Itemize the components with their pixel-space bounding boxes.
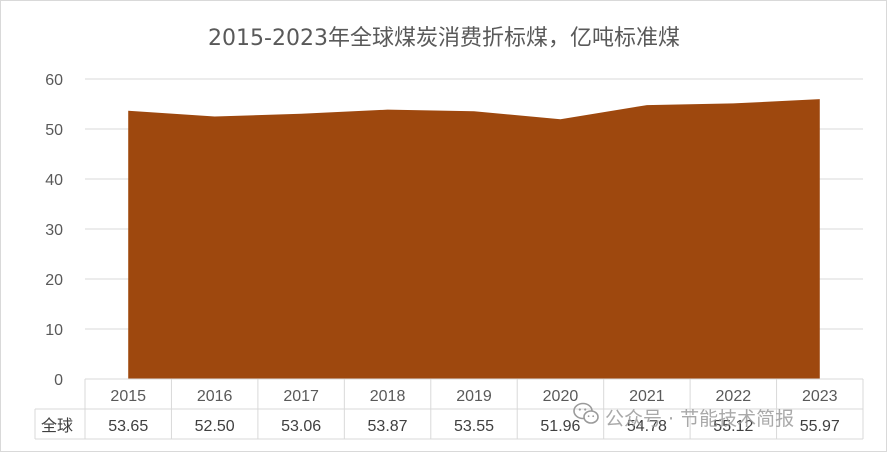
y-tick-label: 10 [45,322,63,339]
x-tick-label-2023: 2023 [802,388,838,405]
x-tick-label-2016: 2016 [197,388,233,405]
data-label-2020: 51.96 [540,418,580,435]
y-axis: 0 10 20 30 40 50 60 [45,72,63,389]
data-label-2022: 55.12 [713,418,753,435]
watermark-text: 公众号 · 节能技术简报 [605,408,794,430]
y-tick-label: 20 [45,272,63,289]
data-label-2021: 54.78 [627,418,667,435]
x-tick-label-2021: 2021 [629,388,665,405]
data-label-2019: 53.55 [454,418,494,435]
x-tick-label-2019: 2019 [456,388,492,405]
plot-area [128,99,820,380]
y-tick-label: 50 [45,122,63,139]
data-label-2023: 55.97 [800,418,840,435]
x-tick-label-2020: 2020 [543,388,579,405]
data-label-2018: 53.87 [368,418,408,435]
data-label-2015: 53.65 [108,418,148,435]
y-tick-label: 40 [45,172,63,189]
series-name-label: 全球 [41,416,73,435]
data-label-2016: 52.50 [195,418,235,435]
x-tick-label-2017: 2017 [283,388,319,405]
x-tick-label-2015: 2015 [110,388,146,405]
x-tick-label-2018: 2018 [370,388,406,405]
y-tick-label: 0 [54,372,63,389]
y-tick-label: 30 [45,222,63,239]
watermark: 公众号 · 节能技术简报 [573,402,794,430]
area-series-global [128,99,820,380]
data-label-2017: 53.06 [281,418,321,435]
wechat-icon [573,402,599,424]
y-tick-label: 60 [45,72,63,89]
x-tick-label-2022: 2022 [716,388,752,405]
data-table: 2015 2016 2017 2018 2019 2020 2021 2022 2023 全球 53… [34,378,864,440]
chart-title: 2015-2023年全球煤炭消费折标煤，亿吨标准煤 [208,26,680,51]
